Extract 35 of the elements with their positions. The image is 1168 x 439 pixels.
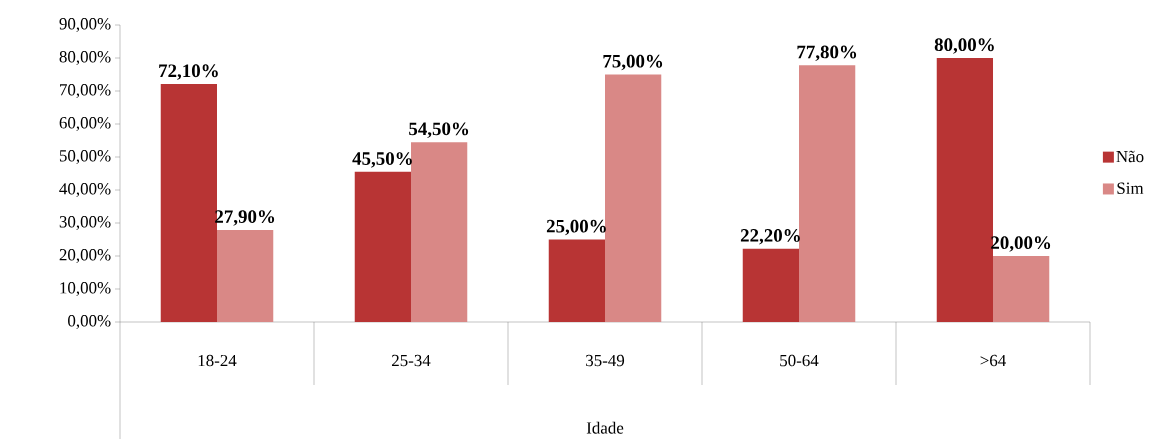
y-tick-label: 40,00% [59,183,111,197]
bar [217,229,274,322]
bar [411,142,468,322]
y-tick-label: 50,00% [59,150,111,164]
bar [605,74,662,322]
bar [548,239,605,322]
legend-label: Sim [1117,182,1144,194]
y-tick-label: 70,00% [60,84,111,98]
data-label: 25,00% [546,219,606,236]
bar [742,248,800,322]
data-label: 45,50% [352,152,412,168]
x-tick-label: 25-34 [392,354,431,367]
y-tick-label: 0,00% [68,315,111,329]
y-tick-label: 60,00% [59,117,111,131]
bar [160,84,217,322]
data-label: 54,50% [409,122,469,138]
data-label: 75,00% [603,54,663,71]
y-tick-label: 90,00% [59,18,111,32]
data-label: 22,20% [740,229,800,245]
x-tick-label: 18-24 [198,354,237,367]
y-tick-label: 20,00% [59,249,111,263]
bar [799,65,856,322]
x-tick-label: >64 [980,354,1006,367]
data-label: 72,10% [159,64,218,80]
y-tick-label: 80,00% [59,51,111,65]
y-tick-label: 30,00% [59,216,111,230]
bar [993,256,1050,322]
data-label: 80,00% [934,38,994,54]
x-axis-title: Idade [586,421,624,434]
data-label: 77,80% [797,45,857,62]
y-tick-label: 10,00% [60,282,111,296]
bar [354,171,411,322]
x-tick-label: 50-64 [780,354,819,367]
legend-label: Não [1116,150,1144,163]
x-tick-label: 35-49 [586,354,625,367]
